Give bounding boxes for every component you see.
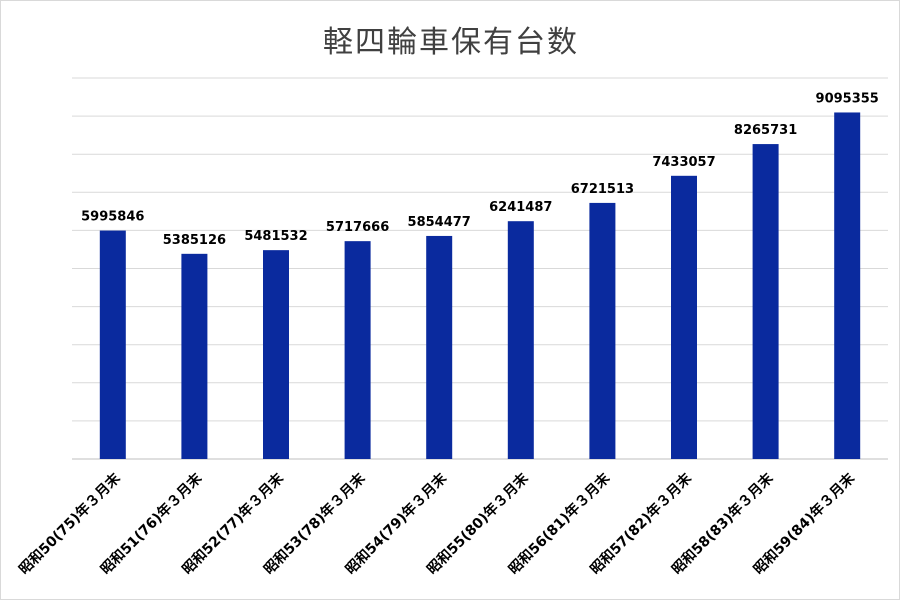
bar-3 bbox=[344, 241, 371, 459]
data-label-2: 5481532 bbox=[244, 229, 307, 244]
bar-9 bbox=[834, 112, 861, 459]
data-label-4: 5854477 bbox=[408, 215, 471, 230]
data-label-7: 7433057 bbox=[652, 155, 715, 170]
data-label-9: 9095355 bbox=[816, 91, 879, 106]
bar-0 bbox=[99, 230, 126, 459]
data-label-0: 5995846 bbox=[81, 210, 144, 225]
bar-2 bbox=[263, 250, 289, 459]
bar-8 bbox=[752, 144, 779, 459]
data-label-5: 6241487 bbox=[489, 200, 552, 215]
bar-4 bbox=[426, 235, 453, 459]
bar-6 bbox=[589, 202, 616, 460]
data-label-6: 6721513 bbox=[571, 182, 634, 197]
data-label-8: 8265731 bbox=[734, 123, 797, 138]
data-label-1: 5385126 bbox=[163, 233, 226, 248]
chart-title: 軽四輪車保有台数 bbox=[323, 25, 579, 60]
data-label-3: 5717666 bbox=[326, 220, 389, 235]
bar-7 bbox=[671, 175, 697, 459]
bar-5 bbox=[507, 221, 534, 459]
bar-1 bbox=[181, 253, 208, 459]
